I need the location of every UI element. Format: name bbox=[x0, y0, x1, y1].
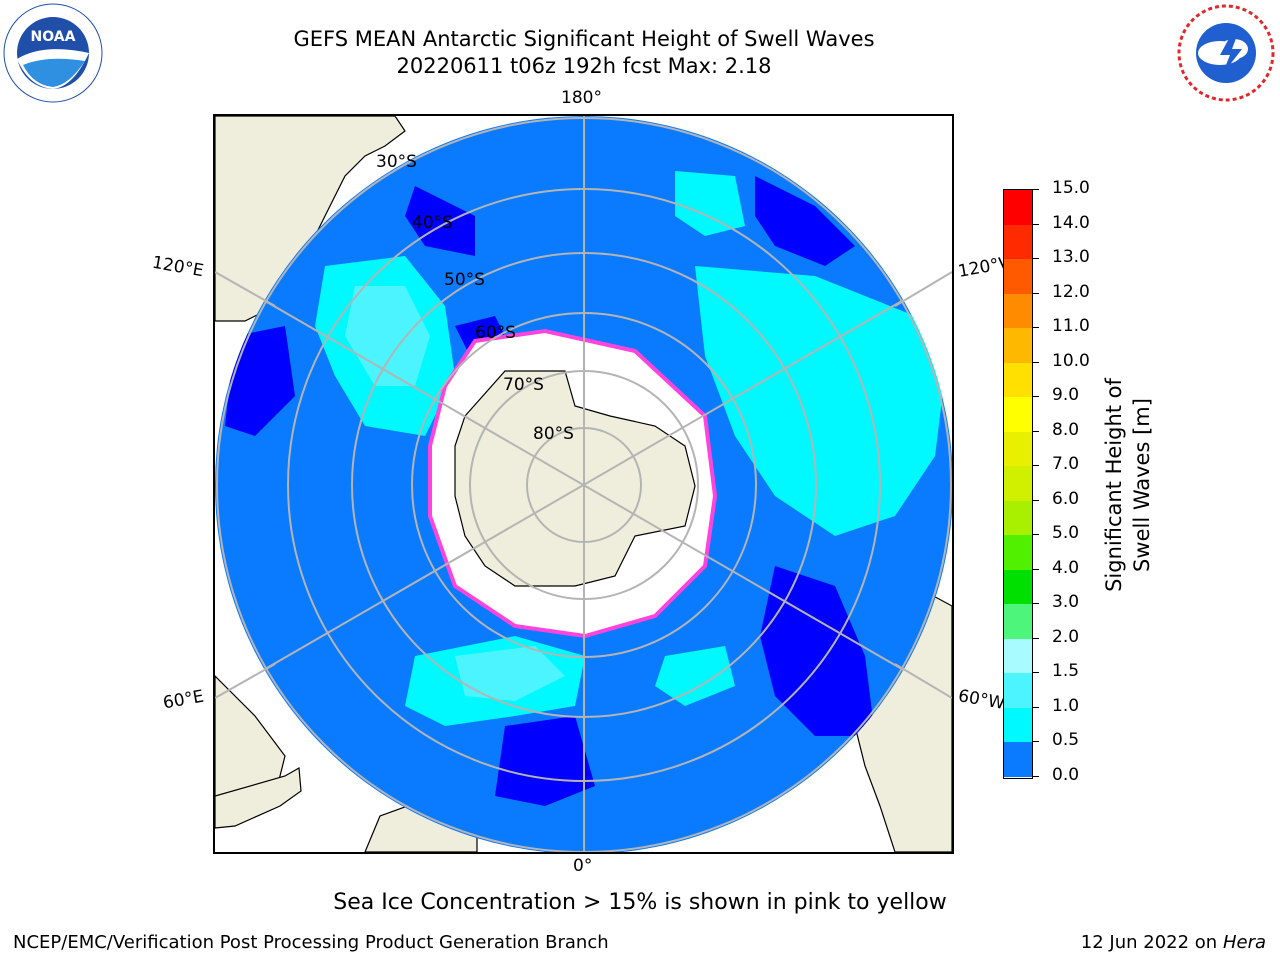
colorbar-segment bbox=[1004, 431, 1032, 467]
polar-map bbox=[215, 116, 952, 852]
colorbar-tick-mark bbox=[1033, 499, 1039, 501]
colorbar-tick-mark bbox=[1033, 637, 1039, 639]
noaa-logo-text: NOAA bbox=[31, 29, 76, 45]
footer-date-text: 12 Jun 2022 on bbox=[1080, 932, 1218, 953]
graticule bbox=[215, 116, 952, 852]
colorbar-tick-label: 3.0 bbox=[1052, 592, 1080, 613]
colorbar-tick-label: 13.0 bbox=[1052, 247, 1090, 268]
lat-label-70: 70°S bbox=[503, 375, 544, 395]
noaa-logo: NOAA bbox=[3, 3, 103, 103]
lat-label-50: 50°S bbox=[444, 270, 485, 290]
colorbar-segment bbox=[1004, 190, 1032, 225]
colorbar-segment bbox=[1004, 638, 1032, 674]
lat-label-30: 30°S bbox=[376, 152, 417, 172]
lon-label-lower-left: 60°E bbox=[161, 686, 206, 714]
colorbar-segment bbox=[1004, 328, 1032, 363]
colorbar-tick-label: 12.0 bbox=[1052, 281, 1090, 302]
colorbar-tick-mark bbox=[1033, 776, 1039, 777]
footer-credit: NCEP/EMC/Verification Post Processing Pr… bbox=[13, 932, 609, 953]
colorbar-tick-mark bbox=[1033, 292, 1039, 294]
colorbar-tick-mark bbox=[1033, 189, 1039, 190]
colorbar-label: Significant Height of Swell Waves [m] bbox=[1102, 378, 1154, 592]
colorbar-segment bbox=[1004, 742, 1032, 777]
lon-label-upper-left: 120°E bbox=[150, 252, 206, 282]
colorbar-segment bbox=[1004, 500, 1032, 536]
lat-label-80: 80°S bbox=[533, 424, 574, 444]
colorbar-tick-mark bbox=[1033, 706, 1039, 708]
colorbar-tick-label: 15.0 bbox=[1052, 178, 1090, 198]
colorbar-tick-label: 1.5 bbox=[1052, 661, 1080, 682]
colorbar-tick-mark bbox=[1033, 672, 1039, 674]
colorbar-tick-mark bbox=[1033, 603, 1039, 605]
lat-label-40: 40°S bbox=[412, 213, 453, 233]
colorbar-tick-mark bbox=[1033, 327, 1039, 329]
colorbar-segment bbox=[1004, 466, 1032, 501]
colorbar-segment bbox=[1004, 397, 1032, 432]
colorbar-tick-label: 4.0 bbox=[1052, 557, 1080, 578]
colorbar-segment bbox=[1004, 569, 1032, 605]
colorbar-segment bbox=[1004, 604, 1032, 639]
colorbar-segment bbox=[1004, 224, 1032, 260]
colorbar-segment bbox=[1004, 293, 1032, 329]
colorbar-segment bbox=[1004, 259, 1032, 294]
colorbar-tick-label: 11.0 bbox=[1052, 316, 1090, 337]
colorbar-tick-mark bbox=[1033, 534, 1039, 536]
lon-label-bottom: 0° bbox=[573, 856, 593, 876]
colorbar-tick-label: 7.0 bbox=[1052, 454, 1080, 475]
colorbar-tick-mark bbox=[1033, 465, 1039, 467]
colorbar-tick-label: 14.0 bbox=[1052, 212, 1090, 233]
colorbar-tick-label: 9.0 bbox=[1052, 385, 1080, 406]
colorbar-segment bbox=[1004, 673, 1032, 708]
colorbar-tick-label: 2.0 bbox=[1052, 626, 1080, 647]
lon-label-top: 180° bbox=[561, 88, 602, 108]
colorbar-segment bbox=[1004, 535, 1032, 570]
colorbar-tick-label: 1.0 bbox=[1052, 695, 1080, 716]
colorbar-tick-label: 5.0 bbox=[1052, 523, 1080, 544]
footer-machine: Hera bbox=[1222, 932, 1266, 953]
colorbar-segment bbox=[1004, 707, 1032, 743]
colorbar-segment bbox=[1004, 362, 1032, 398]
map-panel bbox=[213, 114, 954, 854]
colorbar-tick-label: 0.0 bbox=[1052, 765, 1080, 785]
colorbar-tick-mark bbox=[1033, 361, 1039, 363]
colorbar-tick-label: 8.0 bbox=[1052, 419, 1080, 440]
lat-label-60: 60°S bbox=[475, 323, 516, 343]
lon-label-lower-right: 60°W bbox=[956, 686, 1007, 714]
colorbar-tick-label: 0.5 bbox=[1052, 730, 1080, 751]
colorbar-tick-label: 6.0 bbox=[1052, 488, 1080, 509]
subtitle: Sea Ice Concentration > 15% is shown in … bbox=[333, 890, 947, 915]
colorbar-tick-mark bbox=[1033, 396, 1039, 398]
nws-logo bbox=[1177, 4, 1275, 102]
colorbar-tick-mark bbox=[1033, 568, 1039, 570]
colorbar-tick-mark bbox=[1033, 741, 1039, 743]
footer-date: 12 Jun 2022 on Hera bbox=[1081, 932, 1266, 953]
title-line-1: GEFS MEAN Antarctic Significant Height o… bbox=[293, 27, 875, 51]
colorbar-tick-label: 10.0 bbox=[1052, 350, 1090, 371]
title-line-2: 20220611 t06z 192h fcst Max: 2.18 bbox=[396, 54, 772, 78]
colorbar-tick-mark bbox=[1033, 223, 1039, 225]
colorbar-tick-mark bbox=[1033, 258, 1039, 260]
colorbar-tick-mark bbox=[1033, 430, 1039, 432]
colorbar bbox=[1003, 189, 1033, 779]
